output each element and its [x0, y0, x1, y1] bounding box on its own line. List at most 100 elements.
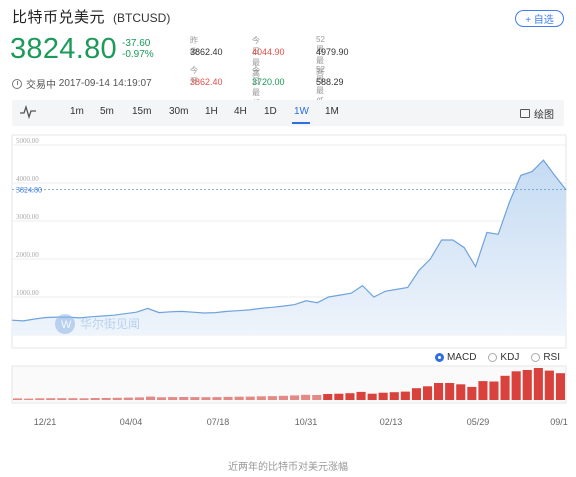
- stat-label: 昨收: [190, 36, 198, 56]
- stat-value: 588.29: [316, 77, 344, 87]
- price-chart[interactable]: 5000.004000.003000.002000.001000.000.00 …: [0, 130, 576, 440]
- watermark: W 华尔街见闻: [55, 314, 140, 334]
- volume-bar: [24, 398, 34, 400]
- radio-icon: [488, 353, 498, 362]
- radio-icon: [531, 353, 541, 362]
- page-title: 比特币兑美元: [12, 9, 106, 26]
- volume-bar: [555, 373, 565, 400]
- volume-bar: [423, 386, 433, 400]
- volume-bar: [234, 396, 244, 400]
- volume-bar: [345, 393, 355, 400]
- stat-label: 52周最高: [316, 35, 325, 76]
- pulse-icon[interactable]: [20, 105, 36, 119]
- volume-bar: [511, 371, 521, 400]
- x-tick-label: 12/21: [34, 417, 57, 427]
- caption: 近两年的比特币对美元涨幅: [228, 462, 348, 473]
- trading-status: 交易中 2017-09-14 14:19:07: [12, 76, 152, 91]
- volume-bar: [290, 395, 300, 400]
- interval-5m[interactable]: 5m: [100, 106, 114, 117]
- volume-bar: [367, 393, 377, 400]
- interval-1d[interactable]: 1D: [264, 106, 277, 117]
- stat-value: 4044.90: [252, 47, 285, 57]
- volume-bar: [411, 388, 421, 400]
- stat-value: 3862.40: [190, 47, 223, 57]
- volume-bar: [478, 381, 488, 400]
- price-line: [11, 159, 567, 322]
- x-tick-label: 07/18: [207, 417, 230, 427]
- volume-bar: [400, 391, 410, 400]
- volume-bar: [445, 383, 455, 400]
- volume-bar: [201, 397, 211, 400]
- volume-bar: [212, 397, 222, 400]
- ticker-symbol: (BTCUSD): [113, 11, 171, 25]
- interval-1h[interactable]: 1H: [205, 106, 218, 117]
- status-state: 交易中: [26, 80, 56, 91]
- y-tick-label: 2000.00: [16, 251, 39, 259]
- stat-value: 3862.40: [190, 77, 223, 87]
- stat-label: 今日最高: [252, 36, 260, 78]
- draw-button[interactable]: 绘图: [520, 106, 554, 121]
- interval-1w[interactable]: 1W: [294, 106, 309, 117]
- volume-bar: [68, 398, 78, 400]
- interval-30m[interactable]: 30m: [169, 106, 189, 117]
- x-tick-label: 04/04: [120, 417, 143, 427]
- price-change: -37.60 -0.97%: [122, 38, 154, 60]
- volume-bar: [179, 397, 189, 400]
- svg-text:W: W: [61, 319, 72, 331]
- volume-bar: [301, 394, 311, 400]
- volume-bar: [223, 396, 233, 400]
- stat-label: 今开: [190, 66, 198, 86]
- stat-value: 4979.90: [316, 47, 349, 57]
- current-price: 3824.80: [10, 33, 117, 65]
- volume-bar: [378, 392, 388, 400]
- volume-bar: [79, 398, 89, 400]
- volume-bar: [278, 395, 288, 400]
- watermark-text: 华尔街见闻: [80, 316, 140, 331]
- current-price-label: 3824.80: [16, 186, 42, 195]
- indicator-macd[interactable]: MACD: [434, 352, 477, 363]
- y-tick-label: 3000.00: [16, 213, 39, 221]
- volume-bar: [57, 398, 67, 400]
- volume-bar: [245, 396, 255, 400]
- volume-bar: [434, 383, 444, 400]
- volume-bar: [123, 397, 133, 400]
- volume-bar: [46, 398, 56, 400]
- price-area: [12, 160, 566, 335]
- draw-label: 绘图: [534, 110, 554, 121]
- interval-15m[interactable]: 15m: [132, 106, 152, 117]
- stat-value: 3720.00: [252, 77, 285, 87]
- y-tick-label: 1000.00: [16, 289, 39, 297]
- active-tab-indicator: [292, 122, 310, 124]
- volume-bar: [134, 397, 144, 400]
- volume-bar: [522, 370, 532, 400]
- clock-icon: [12, 78, 22, 89]
- interval-1m[interactable]: 1m: [70, 106, 84, 117]
- add-watchlist-button[interactable]: + 自选: [515, 10, 564, 27]
- x-tick-label: 02/13: [380, 417, 403, 427]
- volume-bar: [533, 368, 543, 400]
- change-percent: -0.97%: [122, 49, 154, 60]
- volume-bar: [389, 392, 399, 400]
- indicator-rsi[interactable]: RSI: [531, 352, 560, 363]
- indicator-label: MACD: [446, 352, 477, 363]
- interval-4h[interactable]: 4H: [234, 106, 247, 117]
- volume-bar: [190, 397, 200, 400]
- indicator-tabs: MACD KDJ RSI: [423, 352, 560, 363]
- volume-bar: [146, 396, 156, 400]
- volume-bar: [157, 397, 167, 400]
- status-datetime: 2017-09-14 14:19:07: [58, 78, 152, 89]
- interval-1mo[interactable]: 1M: [325, 106, 339, 117]
- volume-bar: [334, 393, 344, 400]
- indicator-label: KDJ: [500, 352, 520, 363]
- radio-icon: [434, 353, 444, 362]
- volume-bar: [112, 397, 122, 400]
- volume-bar: [312, 395, 322, 400]
- volume-bar: [500, 375, 510, 400]
- volume-bar: [467, 386, 477, 400]
- indicator-kdj[interactable]: KDJ: [488, 352, 519, 363]
- volume-bar: [168, 397, 178, 400]
- x-tick-label: 09/1: [550, 417, 568, 427]
- volume-bar: [13, 398, 23, 400]
- volume-bar: [489, 381, 499, 400]
- x-tick-label: 10/31: [295, 417, 318, 427]
